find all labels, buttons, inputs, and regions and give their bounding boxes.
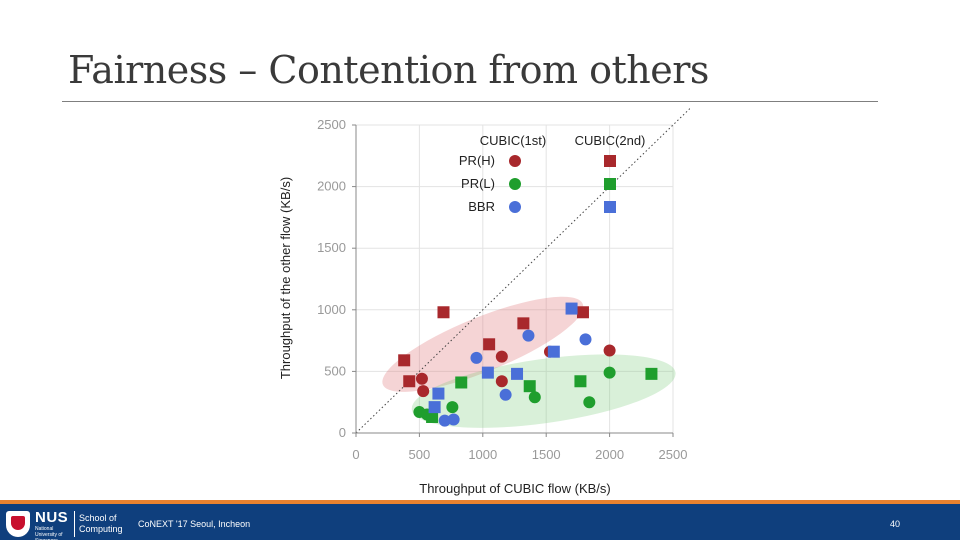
point-bbr-cubic1st [470, 351, 483, 364]
legend-marker-square [604, 178, 616, 190]
legend-marker-circle [509, 178, 521, 190]
nus-logo: NUS National University of Singapore Sch… [4, 508, 125, 544]
point-prh-cubic2nd [437, 306, 450, 319]
point-prh-cubic1st [417, 385, 430, 398]
legend-header-second: CUBIC(2nd) [575, 133, 646, 148]
point-bbr-cubic1st [579, 333, 592, 346]
point-prl-cubic2nd [645, 367, 658, 380]
point-bbr-cubic2nd [428, 401, 441, 414]
x-tick-label: 500 [409, 447, 431, 462]
y-tick-label: 1000 [317, 302, 346, 317]
point-bbr-cubic1st [522, 329, 535, 342]
footer-accent-bar [0, 500, 960, 504]
point-bbr-cubic2nd [481, 366, 494, 379]
x-tick-label: 2000 [595, 447, 624, 462]
point-prh-cubic1st [495, 350, 508, 363]
legend: CUBIC(1st) CUBIC(2nd) PR(H) PR(L) BBR [459, 133, 646, 214]
logo-divider [74, 511, 75, 537]
y-tick-label: 500 [324, 363, 346, 378]
title-divider [62, 101, 878, 102]
axis-layer: 0 500 1000 1500 2000 2500 0 500 1000 1500 2000 2500 [317, 117, 687, 462]
y-tick-label: 0 [339, 425, 346, 440]
legend-marker-square [604, 155, 616, 167]
legend-marker-circle [509, 201, 521, 213]
point-prl-cubic2nd [523, 380, 536, 393]
logo-text: NUS [35, 509, 69, 526]
point-bbr-cubic2nd [511, 367, 524, 380]
point-prl-cubic2nd [426, 410, 439, 423]
logo-subtext: National University of Singapore [35, 526, 63, 544]
point-prh-cubic2nd [403, 375, 416, 388]
scatter-chart: 0 500 1000 1500 2000 2500 0 500 1000 1500 2000 2500… [278, 108, 690, 496]
point-layer [398, 302, 658, 427]
point-prh-cubic1st [603, 344, 616, 357]
point-bbr-cubic2nd [547, 345, 560, 358]
school-name: School of Computing [79, 513, 125, 535]
point-prl-cubic2nd [455, 376, 468, 389]
point-prh-cubic2nd [576, 306, 589, 319]
legend-marker-circle [509, 155, 521, 167]
y-tick-label: 2500 [317, 117, 346, 132]
x-tick-label: 1000 [468, 447, 497, 462]
y-axis-label: Throughput of the other flow (KB/s) [278, 177, 293, 379]
legend-label: BBR [468, 199, 495, 214]
point-bbr-cubic1st [499, 388, 512, 401]
conference-label: CoNEXT '17 Seoul, Incheon [138, 519, 251, 529]
point-prh-cubic2nd [517, 317, 530, 330]
x-tick-label: 0 [352, 447, 359, 462]
crest-icon [6, 511, 30, 537]
point-prl-cubic1st [583, 396, 596, 409]
y-tick-label: 2000 [317, 179, 346, 194]
point-prh-cubic1st [415, 372, 428, 385]
point-prh-cubic1st [495, 375, 508, 388]
point-prh-cubic2nd [398, 354, 411, 367]
legend-label: PR(L) [461, 176, 495, 191]
school-line-2: Computing [79, 524, 123, 534]
legend-header-first: CUBIC(1st) [480, 133, 546, 148]
page-number: 40 [889, 519, 900, 529]
x-tick-label: 2500 [659, 447, 688, 462]
legend-marker-square [604, 201, 616, 213]
point-prl-cubic1st [528, 391, 541, 404]
point-bbr-cubic2nd [432, 387, 445, 400]
point-prl-cubic1st [446, 401, 459, 414]
point-prh-cubic2nd [483, 338, 496, 351]
shaded-region-red [382, 296, 584, 392]
point-bbr-cubic2nd [565, 302, 578, 315]
y-tick-label: 1500 [317, 240, 346, 255]
point-prl-cubic1st [603, 366, 616, 379]
point-prl-cubic2nd [574, 375, 587, 388]
slide-title: Fairness – Contention from others [68, 48, 709, 92]
school-line-1: School of [79, 513, 117, 523]
point-bbr-cubic1st [447, 413, 460, 426]
x-tick-label: 1500 [532, 447, 561, 462]
point-bbr-cubic1st [438, 414, 451, 427]
legend-label: PR(H) [459, 153, 495, 168]
x-axis-label: Throughput of CUBIC flow (KB/s) [419, 481, 610, 496]
footer-bar: NUS National University of Singapore Sch… [0, 504, 960, 544]
